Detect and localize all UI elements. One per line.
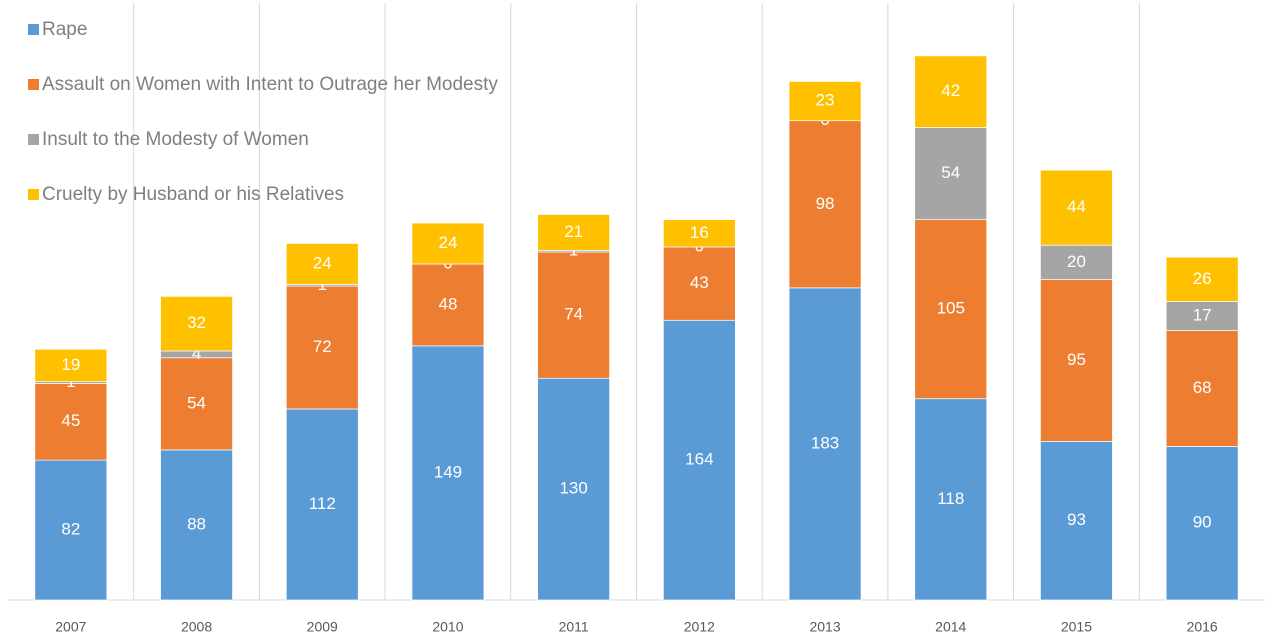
legend-swatch — [28, 134, 39, 145]
data-label: 93 — [1067, 510, 1086, 529]
bar-segment — [411, 263, 485, 347]
bar-segment — [537, 214, 611, 251]
x-tick-label: 2011 — [559, 619, 589, 635]
bar-segment — [788, 81, 862, 122]
data-label: 16 — [690, 223, 709, 242]
x-tick-label: 2013 — [809, 619, 840, 635]
bar-segment — [411, 345, 485, 601]
legend-swatch — [28, 79, 39, 90]
legend-label: Cruelty by Husband or his Relatives — [42, 184, 344, 205]
x-tick-label: 2012 — [684, 619, 715, 635]
bar-segment — [1165, 330, 1239, 447]
data-label: 118 — [937, 489, 964, 508]
data-label: 98 — [816, 194, 835, 213]
bar-segment — [160, 296, 233, 352]
bar-segment — [1165, 301, 1239, 331]
data-label: 105 — [937, 299, 965, 318]
data-label: 44 — [1067, 197, 1086, 216]
bar-segment — [285, 408, 359, 601]
bar-segment — [1040, 278, 1113, 442]
bar-segment — [411, 222, 485, 265]
bar-segment — [662, 319, 736, 601]
data-label: 21 — [564, 222, 583, 241]
bar-segment — [788, 120, 862, 289]
bar-segment — [788, 287, 862, 601]
data-label: 88 — [187, 514, 206, 533]
legend-swatch — [28, 24, 39, 35]
data-label: 183 — [811, 433, 839, 452]
data-label: 164 — [685, 450, 713, 469]
bar-segment — [1040, 169, 1113, 246]
data-label: 23 — [816, 91, 835, 110]
bar-segment — [285, 243, 359, 285]
bar-segment — [662, 219, 736, 248]
data-label: 43 — [690, 273, 709, 292]
data-label: 24 — [313, 253, 332, 272]
data-label: 54 — [941, 163, 960, 182]
bar-segment — [537, 377, 611, 601]
x-tick-label: 2014 — [935, 619, 966, 635]
bar-segment — [160, 357, 233, 451]
data-label: 149 — [434, 462, 462, 481]
legend-label: Rape — [42, 19, 87, 40]
legend-label: Insult to the Modesty of Women — [42, 129, 309, 150]
data-label: 48 — [438, 294, 457, 313]
legend-swatch — [28, 189, 39, 200]
x-tick-label: 2015 — [1061, 619, 1092, 635]
data-label: 42 — [941, 81, 960, 100]
data-label: 4 — [192, 344, 201, 363]
bar-segment — [1165, 256, 1239, 302]
data-label: 112 — [309, 494, 336, 513]
bar-segment — [914, 55, 988, 128]
bar-segment — [537, 251, 611, 379]
data-label: 19 — [61, 355, 80, 374]
data-label: 24 — [438, 233, 457, 252]
bar-segment — [914, 127, 988, 220]
data-label: 32 — [187, 313, 206, 332]
data-label: 72 — [313, 337, 332, 356]
data-label: 74 — [564, 305, 583, 324]
bar-segment — [914, 398, 988, 601]
bar-segment — [914, 219, 988, 400]
data-label: 82 — [61, 520, 80, 539]
x-tick-label: 2007 — [55, 619, 86, 635]
data-label: 95 — [1067, 350, 1086, 369]
x-tick-label: 2008 — [181, 619, 212, 635]
bar-segment — [34, 348, 108, 383]
data-label: 45 — [61, 411, 80, 430]
bar-segment — [662, 246, 736, 321]
data-label: 130 — [559, 479, 587, 498]
bar-segment — [285, 285, 359, 410]
data-label: 54 — [187, 393, 206, 412]
x-tick-label: 2009 — [307, 619, 338, 635]
legend-label: Assault on Women with Intent to Outrage … — [42, 74, 498, 95]
x-tick-label: 2010 — [432, 619, 463, 635]
data-label: 20 — [1067, 252, 1086, 271]
bar-segment — [34, 383, 108, 461]
data-label: 90 — [1193, 513, 1212, 532]
data-label: 26 — [1193, 269, 1212, 288]
bar-segment — [1040, 441, 1113, 601]
data-label: 68 — [1193, 378, 1212, 397]
x-tick-label: 2016 — [1187, 619, 1218, 635]
data-label: 17 — [1193, 305, 1212, 324]
bar-segment — [1040, 244, 1113, 280]
